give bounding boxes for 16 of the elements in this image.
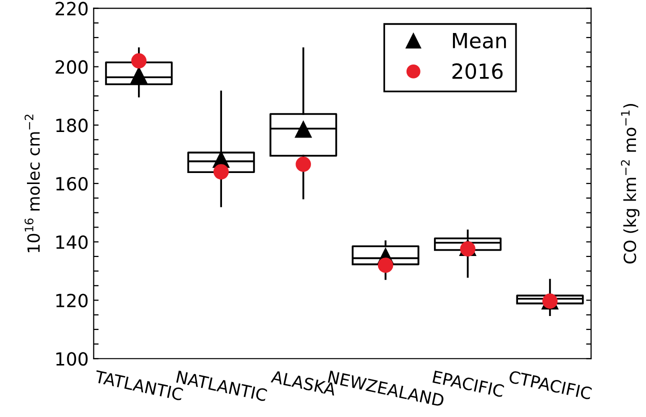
y-tick-label: 120 — [56, 294, 88, 308]
y-tick-label: 140 — [56, 235, 88, 249]
legend-label: 2016 — [452, 63, 503, 80]
point — [213, 164, 229, 180]
y2-axis-title: CO (kg km$^{−2}$ mo$^{−1}$) — [620, 104, 640, 264]
y-tick-label: 180 — [56, 118, 88, 132]
y-tick-label: 100 — [56, 352, 88, 366]
point — [131, 53, 147, 69]
point — [378, 258, 394, 273]
point — [296, 156, 311, 172]
y-tick-label: 220 — [56, 2, 88, 16]
legend-label: Mean — [452, 32, 506, 48]
y-tick-label: 160 — [56, 176, 88, 191]
point — [460, 241, 476, 257]
y-axis-title: 10$^{16}$ molec cm$^{−2}$ — [24, 114, 40, 252]
y-tick-label: 200 — [56, 60, 88, 74]
